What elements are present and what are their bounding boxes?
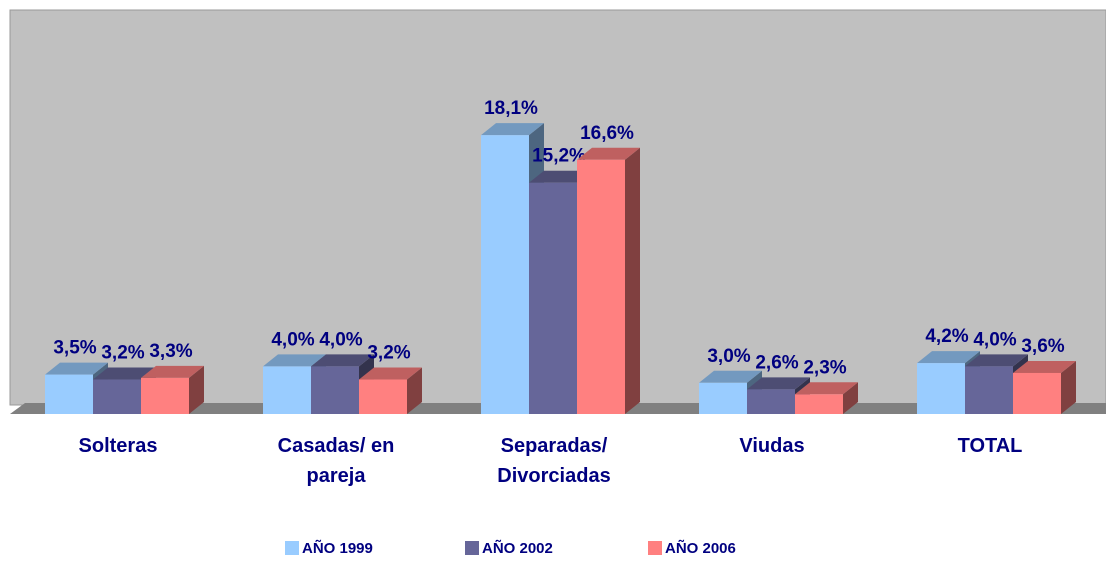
- bar-side: [189, 365, 204, 414]
- bar-front: [1013, 372, 1061, 414]
- bar-side: [1061, 360, 1076, 414]
- bar-front: [263, 366, 311, 414]
- data-label: 4,0%: [271, 329, 314, 350]
- bar-top: [747, 377, 810, 390]
- bar-top: [917, 351, 980, 364]
- data-label: 3,3%: [149, 341, 192, 362]
- bar-front: [141, 377, 189, 414]
- bar: [1013, 360, 1076, 414]
- bar-front: [93, 379, 141, 414]
- legend-label: AÑO 1999: [302, 539, 373, 557]
- bar-top: [263, 354, 326, 367]
- data-label: 4,0%: [319, 329, 362, 350]
- bar-side: [407, 367, 422, 414]
- bar-front: [965, 366, 1013, 414]
- bar: [141, 365, 204, 414]
- bar-top: [529, 170, 592, 183]
- x-tick-label-line: TOTAL: [958, 435, 1023, 457]
- bar-front: [747, 389, 795, 414]
- bar-top: [965, 354, 1028, 367]
- bar-top: [359, 367, 422, 380]
- bar: [359, 367, 422, 414]
- legend-label: AÑO 2002: [482, 539, 553, 557]
- x-tick-label-line: Viudas: [739, 435, 804, 457]
- bar-front: [481, 135, 529, 414]
- x-tick-label-line: pareja: [307, 465, 367, 487]
- bar-front: [45, 374, 93, 414]
- legend-swatch: [648, 541, 662, 555]
- data-label: 2,3%: [803, 357, 846, 378]
- bar-top: [699, 370, 762, 383]
- data-label: 2,6%: [755, 352, 798, 373]
- bar: [795, 382, 858, 414]
- bar-front: [359, 379, 407, 414]
- x-tick-label: TOTAL: [958, 435, 1023, 457]
- legend-label: AÑO 2006: [665, 539, 736, 557]
- x-tick-label-line: Solteras: [79, 435, 158, 457]
- legend-swatch: [285, 541, 299, 555]
- data-label: 18,1%: [484, 98, 538, 119]
- x-tick-label-line: Divorciadas: [497, 465, 610, 487]
- bar-side: [843, 382, 858, 414]
- x-tick-label: Separadas/Divorciadas: [497, 435, 610, 487]
- bar-top: [311, 354, 374, 367]
- bar-top: [93, 367, 156, 380]
- data-label: 16,6%: [580, 123, 634, 144]
- bar-front: [699, 382, 747, 414]
- x-tick-label: Casadas/ en pareja: [278, 435, 395, 487]
- data-label: 3,6%: [1021, 336, 1064, 357]
- bar-top: [577, 147, 640, 160]
- data-label: 3,2%: [101, 343, 144, 364]
- bar-front: [795, 394, 843, 414]
- bar: [577, 147, 640, 414]
- bar-top: [141, 365, 204, 378]
- data-label: 3,2%: [367, 343, 410, 364]
- bar-side: [625, 147, 640, 414]
- data-label: 3,5%: [53, 338, 96, 359]
- x-tick-label-line: Casadas/ en: [278, 435, 395, 457]
- data-label: 4,2%: [925, 326, 968, 347]
- data-label: 15,2%: [532, 146, 586, 167]
- data-label: 4,0%: [973, 329, 1016, 350]
- bar-top: [1013, 360, 1076, 373]
- x-tick-label-line: Separadas/: [501, 435, 608, 457]
- bar-top: [45, 362, 108, 375]
- bar-front: [917, 363, 965, 414]
- legend-swatch: [465, 541, 479, 555]
- bar-top: [481, 123, 544, 136]
- bar-front: [577, 159, 625, 414]
- bar-front: [311, 366, 359, 414]
- bar-top: [795, 382, 858, 395]
- x-tick-label: Viudas: [739, 435, 804, 457]
- bar-front: [529, 182, 577, 414]
- x-tick-label: Solteras: [79, 435, 158, 457]
- data-label: 3,0%: [707, 346, 750, 367]
